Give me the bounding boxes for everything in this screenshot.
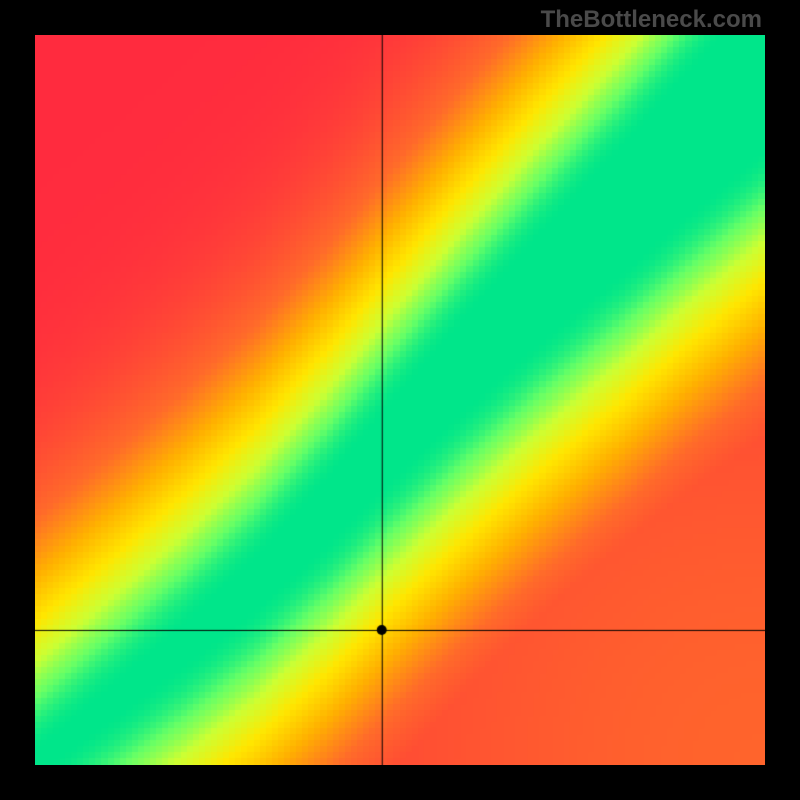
heatmap-canvas bbox=[35, 35, 765, 765]
watermark-label: TheBottleneck.com bbox=[541, 6, 762, 34]
chart-container: TheBottleneck.com bbox=[0, 0, 800, 800]
